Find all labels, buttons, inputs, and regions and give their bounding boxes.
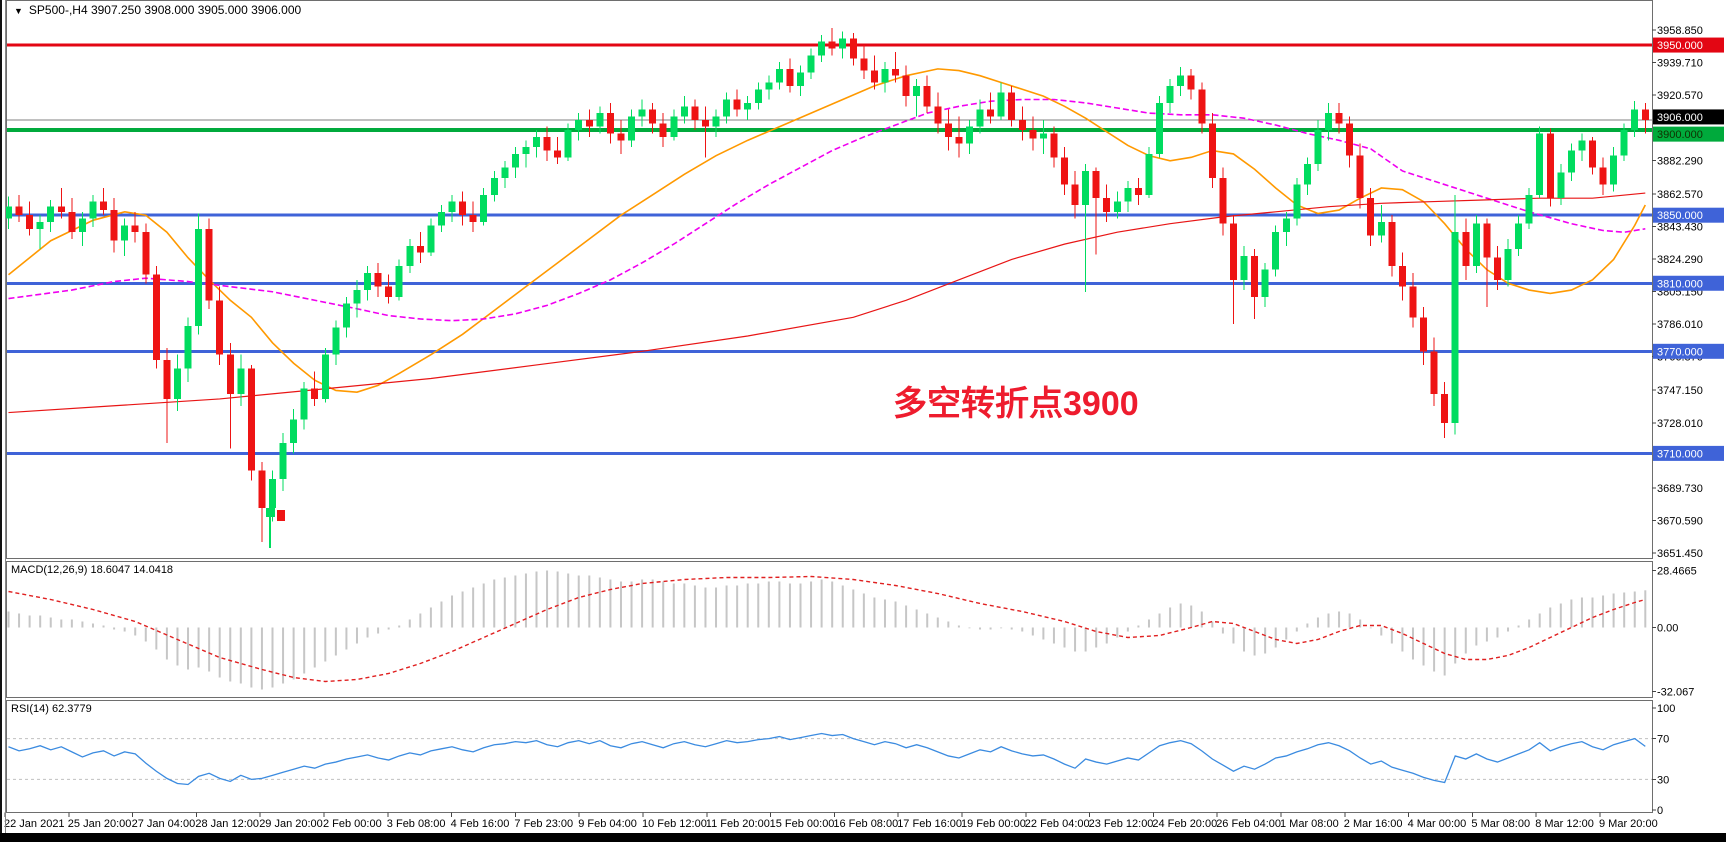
date-axis-label: 17 Feb 16:00: [897, 818, 962, 830]
macd-axis-label: 28.4665: [1657, 566, 1697, 578]
date-axis-label: 27 Jan 04:00: [132, 818, 196, 830]
macd-signal-line: [8, 575, 1646, 683]
rsi-axis-label: 70: [1657, 734, 1669, 746]
price-axis-label: 3786.010: [1657, 319, 1703, 331]
price-badge-bg: [1653, 445, 1724, 461]
price-badge-3770.000: 3770.000: [1657, 346, 1703, 358]
date-axis-label: 26 Feb 04:00: [1216, 818, 1281, 830]
window-left-border: [0, 0, 2, 833]
date-axis-label: 1 Mar 08:00: [1280, 818, 1339, 830]
bottom-status-strip: [0, 833, 1726, 842]
macd-panel-border: [6, 561, 1653, 698]
date-axis-label: 15 Feb 00:00: [770, 818, 835, 830]
price-axis-label: 3747.150: [1657, 385, 1703, 397]
main-panel-border: [6, 0, 1653, 559]
price-axis-label: 3824.290: [1657, 254, 1703, 266]
date-axis-label: 2 Mar 16:00: [1344, 818, 1403, 830]
rsi-line: [8, 732, 1646, 786]
date-axis-label: 28 Jan 12:00: [195, 818, 259, 830]
date-axis-label: 16 Feb 08:00: [833, 818, 898, 830]
date-axis-label: 23 Feb 12:00: [1089, 818, 1154, 830]
price-badge-bg: [1653, 343, 1724, 359]
macd-axis-label: 0.00: [1657, 623, 1678, 635]
price-axis-label: 3728.010: [1657, 418, 1703, 430]
price-axis-label: 3670.590: [1657, 515, 1703, 527]
macd-indicator-label: MACD(12,26,9) 18.6047 14.0418: [11, 564, 174, 576]
price-axis-label: 3862.570: [1657, 189, 1703, 201]
price-badge-bg: [1653, 126, 1724, 142]
price-badge-3810.000: 3810.000: [1657, 278, 1703, 290]
price-badge-3710.000: 3710.000: [1657, 448, 1703, 460]
chevron-down-icon[interactable]: ▼: [14, 6, 23, 16]
rsi-indicator-label: RSI(14) 62.3779: [11, 703, 92, 715]
date-axis-label: 22 Jan 2021: [4, 818, 65, 830]
rsi-axis-label: 30: [1657, 774, 1669, 786]
symbol-ohlc-text: SP500-,H4 3907.250 3908.000 3905.000 390…: [28, 3, 302, 17]
price-badge-bg: [1653, 109, 1724, 125]
macd-axis-label: -32.067: [1657, 687, 1694, 699]
date-axis-label: 5 Mar 08:00: [1471, 818, 1530, 830]
date-axis-label: 10 Feb 12:00: [642, 818, 707, 830]
price-axis-label: 3882.290: [1657, 155, 1703, 167]
date-axis-label: 4 Feb 16:00: [451, 818, 510, 830]
rsi-axis-label: 100: [1657, 703, 1675, 715]
window-left-border-inner: [5, 0, 6, 833]
date-axis-label: 4 Mar 00:00: [1408, 818, 1467, 830]
price-badge-bg: [1653, 207, 1724, 223]
price-axis-label: 3958.850: [1657, 25, 1703, 37]
rsi-panel-border: [6, 700, 1653, 813]
price-axis-label: 3651.450: [1657, 548, 1703, 560]
price-badge-3906.000: 3906.000: [1657, 112, 1703, 124]
object-marker[interactable]: [277, 510, 285, 521]
date-axis-label: 7 Feb 23:00: [514, 818, 573, 830]
slow-ma-red: [8, 192, 1646, 414]
date-axis-label: 8 Mar 12:00: [1535, 818, 1594, 830]
date-axis-label: 19 Feb 00:00: [961, 818, 1026, 830]
chart-text-annotation[interactable]: 多空转折点3900: [893, 385, 1139, 423]
price-axis-label: 3920.570: [1657, 90, 1703, 102]
date-axis-label: 22 Feb 04:00: [1025, 818, 1090, 830]
date-axis-label: 25 Jan 20:00: [68, 818, 132, 830]
date-axis-label: 2 Feb 00:00: [323, 818, 382, 830]
date-axis-label: 9 Mar 20:00: [1599, 818, 1658, 830]
macd-layer[interactable]: [7, 570, 1647, 690]
object-marker[interactable]: [266, 508, 275, 517]
date-axis-label: 11 Feb 20:00: [706, 818, 770, 830]
fast-ma-orange: [7, 68, 1647, 393]
price-badge-bg: [1653, 37, 1724, 53]
date-axis-label: 9 Feb 04:00: [578, 818, 637, 830]
date-axis-label: 24 Feb 20:00: [1152, 818, 1217, 830]
candles-layer[interactable]: [5, 28, 1649, 542]
price-badge-3850.000: 3850.000: [1657, 210, 1703, 222]
symbol-ohlc-line: ▼ SP500-,H4 3907.250 3908.000 3905.000 39…: [14, 3, 301, 17]
price-axis-label: 3689.730: [1657, 483, 1703, 495]
date-axis-label: 3 Feb 08:00: [387, 818, 446, 830]
price-axis-label: 3939.710: [1657, 58, 1703, 70]
price-badge-bg: [1653, 275, 1724, 291]
price-badge-3900.000: 3900.000: [1657, 129, 1703, 141]
price-badge-3950.000: 3950.000: [1657, 40, 1703, 52]
date-axis-label: 29 Jan 20:00: [259, 818, 323, 830]
mid-ma-magenta: [8, 98, 1646, 322]
rsi-axis-label: 0: [1657, 805, 1663, 817]
price-axis-label: 3843.430: [1657, 221, 1703, 233]
